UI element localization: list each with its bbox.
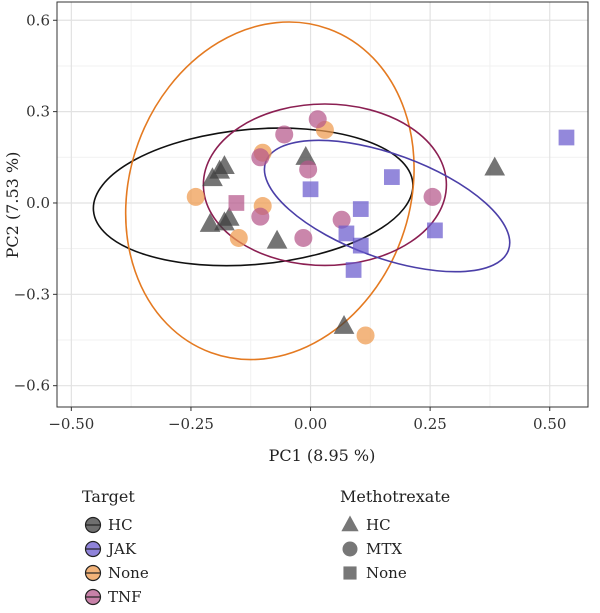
point-tnf-circle <box>332 210 351 229</box>
point-none-circle <box>229 228 248 247</box>
point-jak-square <box>427 222 443 239</box>
point-none-circle <box>356 326 375 345</box>
point-tnf-circle <box>251 207 270 226</box>
x-tick-label: −0.25 <box>168 415 214 433</box>
y-axis: −0.6 −0.3 0.0 0.3 0.6 <box>14 11 57 395</box>
y-tick-label: 0.3 <box>26 103 50 121</box>
legend-label-mtx: MTX <box>366 540 402 558</box>
point-tnf-circle <box>294 228 313 247</box>
y-tick-label: 0.0 <box>26 194 50 212</box>
x-axis-title: PC1 (8.95 %) <box>269 446 376 465</box>
point-jak-square <box>383 169 400 185</box>
point-jak-square <box>338 225 355 242</box>
legend-key-circle <box>342 541 358 557</box>
x-tick-label: 0.25 <box>413 415 446 433</box>
legend: Target Methotrexate HC JAK None TNF HC MTX Non… <box>82 487 450 606</box>
point-tnf-circle <box>308 110 327 129</box>
point-tnf-circle <box>299 160 318 179</box>
point-hc-triangle <box>214 155 235 174</box>
point-jak-square <box>352 201 369 217</box>
plot-panel <box>57 2 588 407</box>
panel-border <box>56 1 589 408</box>
legend-label-hc: HC <box>366 516 391 534</box>
point-hc-triangle <box>266 229 288 249</box>
point-hc-triangle <box>295 145 317 165</box>
x-tick-label: 0.00 <box>294 415 327 433</box>
point-jak-square <box>352 237 369 254</box>
x-tick-label: −0.50 <box>48 415 94 433</box>
point-hc-triangle <box>484 156 506 176</box>
point-tnf-circle <box>423 187 442 206</box>
point-jak-square <box>558 129 575 146</box>
legend-key-square <box>343 566 357 580</box>
ellipse-none <box>124 21 415 361</box>
legend-label-none: None <box>108 564 149 582</box>
legend-key-triangle <box>341 515 359 532</box>
point-tnf-circle <box>251 148 270 167</box>
y-axis-title: PC2 (7.53 %) <box>3 152 22 259</box>
x-tick-label: 0.50 <box>533 415 566 433</box>
x-axis: −0.50 −0.25 0.00 0.25 0.50 <box>48 407 566 433</box>
legend-target-title: Target <box>82 487 135 506</box>
point-tnf-circle <box>275 125 294 144</box>
y-tick-label: −0.6 <box>14 377 50 395</box>
point-tnf-square <box>228 195 245 211</box>
confidence-ellipses <box>92 21 511 361</box>
legend-label-tnf: TNF <box>108 588 142 606</box>
y-tick-label: −0.3 <box>14 285 50 303</box>
data-points <box>186 110 575 345</box>
y-tick-label: 0.6 <box>26 11 50 29</box>
point-jak-square <box>345 262 362 278</box>
legend-methotrexate-title: Methotrexate <box>340 487 450 506</box>
point-none-circle <box>186 187 205 206</box>
point-hc-triangle <box>218 206 240 226</box>
point-hc-triangle <box>333 314 355 334</box>
legend-label-none: None <box>366 564 407 582</box>
point-jak-square <box>302 181 319 198</box>
point-hc-triangle <box>199 212 221 232</box>
legend-label-hc: HC <box>108 516 133 534</box>
legend-label-jak: JAK <box>106 540 137 558</box>
